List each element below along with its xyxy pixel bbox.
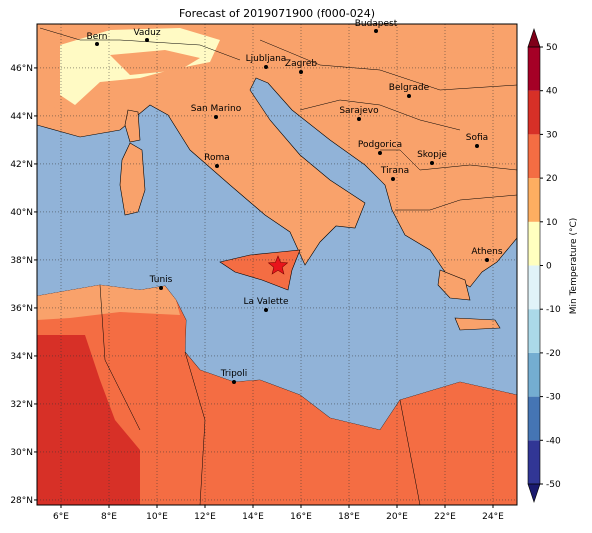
colorbar-band: [528, 47, 540, 91]
colorbar-band: [528, 90, 540, 135]
corsica: [124, 109, 141, 143]
colorbar-tick-label: -40: [546, 436, 561, 446]
y-tick-label: 32°N: [10, 400, 33, 410]
city-dot: [215, 164, 219, 168]
city-label: Ljubljana: [246, 54, 287, 64]
city-dot: [357, 117, 361, 121]
colorbar-band: [528, 352, 540, 397]
africa-hot: [37, 335, 140, 505]
colorbar-tick-label: 10: [546, 218, 558, 228]
x-tick-label: 20°E: [386, 512, 408, 522]
city-dot: [485, 258, 489, 262]
city-dot: [407, 94, 411, 98]
y-tick-label: 38°N: [10, 256, 33, 266]
x-tick-label: 18°E: [338, 512, 360, 522]
africa-coast: [37, 285, 180, 320]
city-dot: [264, 65, 268, 69]
x-tick-label: 22°E: [434, 512, 456, 522]
colorbar-tick-label: -30: [546, 393, 561, 403]
city-label: Tripoli: [220, 369, 248, 379]
city-dot: [145, 38, 149, 42]
axes: 6°E 8°E 10°E 12°E 14°E 16°E 18°E 20°E 22°E 24°E 28…: [10, 64, 504, 522]
colorbar-band: [528, 178, 540, 222]
city-label: Vaduz: [133, 28, 160, 38]
x-tick-label: 16°E: [290, 512, 312, 522]
city-dot: [378, 151, 382, 155]
city-dot: [159, 286, 163, 290]
city-dot: [391, 177, 395, 181]
colorbar-tick-label: 40: [546, 87, 558, 97]
city-dot: [264, 308, 268, 312]
city-dot: [95, 42, 99, 46]
city-label: Skopje: [417, 150, 447, 160]
city-dot: [374, 29, 378, 33]
city-label: San Marino: [191, 104, 242, 114]
colorbar: -50 -40 -30 -20 -10 0 10 20 30 40 50: [527, 28, 561, 503]
colorbar-band: [528, 396, 540, 441]
x-tick-label: 14°E: [242, 512, 264, 522]
map-area: [37, 24, 517, 505]
title: Forecast of 2019071900 (f000-024): [179, 7, 375, 20]
crete: [454, 317, 501, 331]
colorbar-tick-label: 30: [546, 130, 558, 140]
city-label: Sofia: [466, 133, 488, 143]
city-label: Belgrade: [389, 83, 430, 93]
x-tick-label: 24°E: [482, 512, 504, 522]
y-tick-label: 28°N: [10, 496, 33, 506]
city-label: Tunis: [149, 275, 173, 285]
city-label: Budapest: [355, 19, 398, 29]
city-label: Bern: [87, 32, 108, 42]
colorbar-tick-label: 0: [546, 262, 552, 272]
city-label: Podgorica: [358, 140, 402, 150]
y-tick-label: 42°N: [10, 160, 33, 170]
city-label: Roma: [204, 153, 230, 163]
city-label: Zagreb: [285, 59, 317, 69]
x-tick-label: 10°E: [146, 512, 168, 522]
alps-valley: [110, 50, 200, 75]
city-dot: [430, 161, 434, 165]
colorbar-band: [528, 221, 540, 266]
y-tick-label: 44°N: [10, 112, 33, 122]
colorbar-band: [528, 440, 540, 484]
x-tick-label: 6°E: [53, 512, 69, 522]
x-tick-label: 12°E: [194, 512, 216, 522]
colorbar-label: Min Temperature (°C): [569, 218, 579, 315]
colorbar-tick-label: -50: [546, 480, 561, 490]
city-label: La Valette: [244, 297, 289, 307]
y-tick-label: 30°N: [10, 448, 33, 458]
y-tick-label: 34°N: [10, 352, 33, 362]
city-label: Tirana: [380, 166, 409, 176]
peloponnese: [437, 269, 471, 301]
colorbar-tick-label: 20: [546, 174, 558, 184]
y-tick-label: 40°N: [10, 208, 33, 218]
y-tick-label: 36°N: [10, 304, 33, 314]
colorbar-tick-label: 50: [546, 43, 558, 53]
colorbar-band: [528, 265, 540, 310]
colorbar-extend-low: [527, 483, 541, 503]
grid: [37, 24, 517, 505]
map-frame: [36, 23, 518, 506]
y-tick-label: 46°N: [10, 64, 33, 74]
colorbar-tick-label: -10: [546, 305, 561, 315]
x-tick-label: 8°E: [101, 512, 117, 522]
city-label: Athens: [471, 247, 502, 257]
city-dot: [475, 144, 479, 148]
star-marker: [267, 255, 289, 275]
colorbar-extend-high: [527, 28, 541, 48]
colorbar-tick-label: -20: [546, 349, 561, 359]
city-dot: [232, 380, 236, 384]
colorbar-band: [528, 309, 540, 353]
colorbar-band: [528, 134, 540, 179]
city-label: Sarajevo: [339, 106, 379, 116]
city-dot: [214, 115, 218, 119]
city-dot: [299, 70, 303, 74]
cities: Bern Vaduz Budapest Ljubljana Zagreb Bel…: [87, 19, 503, 384]
